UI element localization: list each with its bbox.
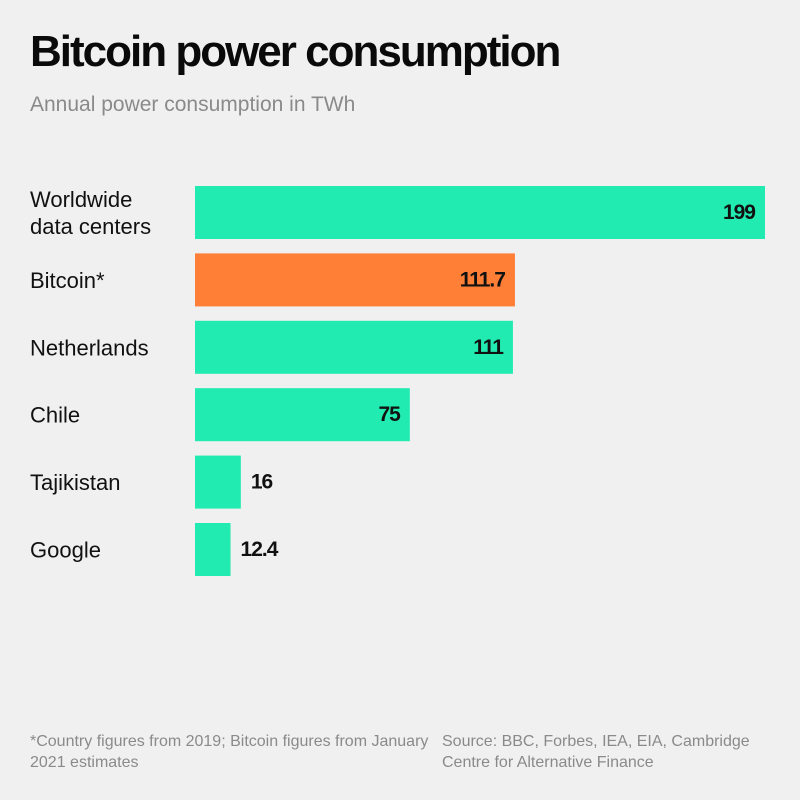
chart-title: Bitcoin power consumption [30, 27, 561, 76]
category-label: Worldwide data centers [30, 187, 151, 239]
value-label: 12.4 [241, 538, 279, 561]
value-label: 16 [251, 471, 273, 494]
bar [195, 388, 410, 442]
source-note: Source: BBC, Forbes, IEA, EIA, Cambridge… [442, 733, 750, 771]
bar [195, 253, 515, 307]
bar-chart: Worldwide data centers 199 Bitcoin* 111.7 Net… [30, 186, 765, 576]
value-label: 111.7 [460, 268, 506, 291]
category-label: Netherlands [30, 335, 149, 360]
bar [195, 455, 241, 509]
value-label: 199 [723, 201, 755, 224]
category-label: Tajikistan [30, 470, 120, 495]
value-label: 111 [473, 336, 504, 359]
category-label: Google [30, 537, 101, 562]
bar [195, 523, 231, 576]
chart-subtitle: Annual power consumption in TWh [30, 93, 356, 116]
value-label: 75 [378, 403, 401, 426]
category-label: Bitcoin* [30, 267, 105, 292]
footnote: *Country figures from 2019; Bitcoin figu… [30, 733, 429, 771]
category-label: Chile [30, 402, 80, 427]
bar [195, 320, 513, 374]
bar [195, 186, 765, 239]
